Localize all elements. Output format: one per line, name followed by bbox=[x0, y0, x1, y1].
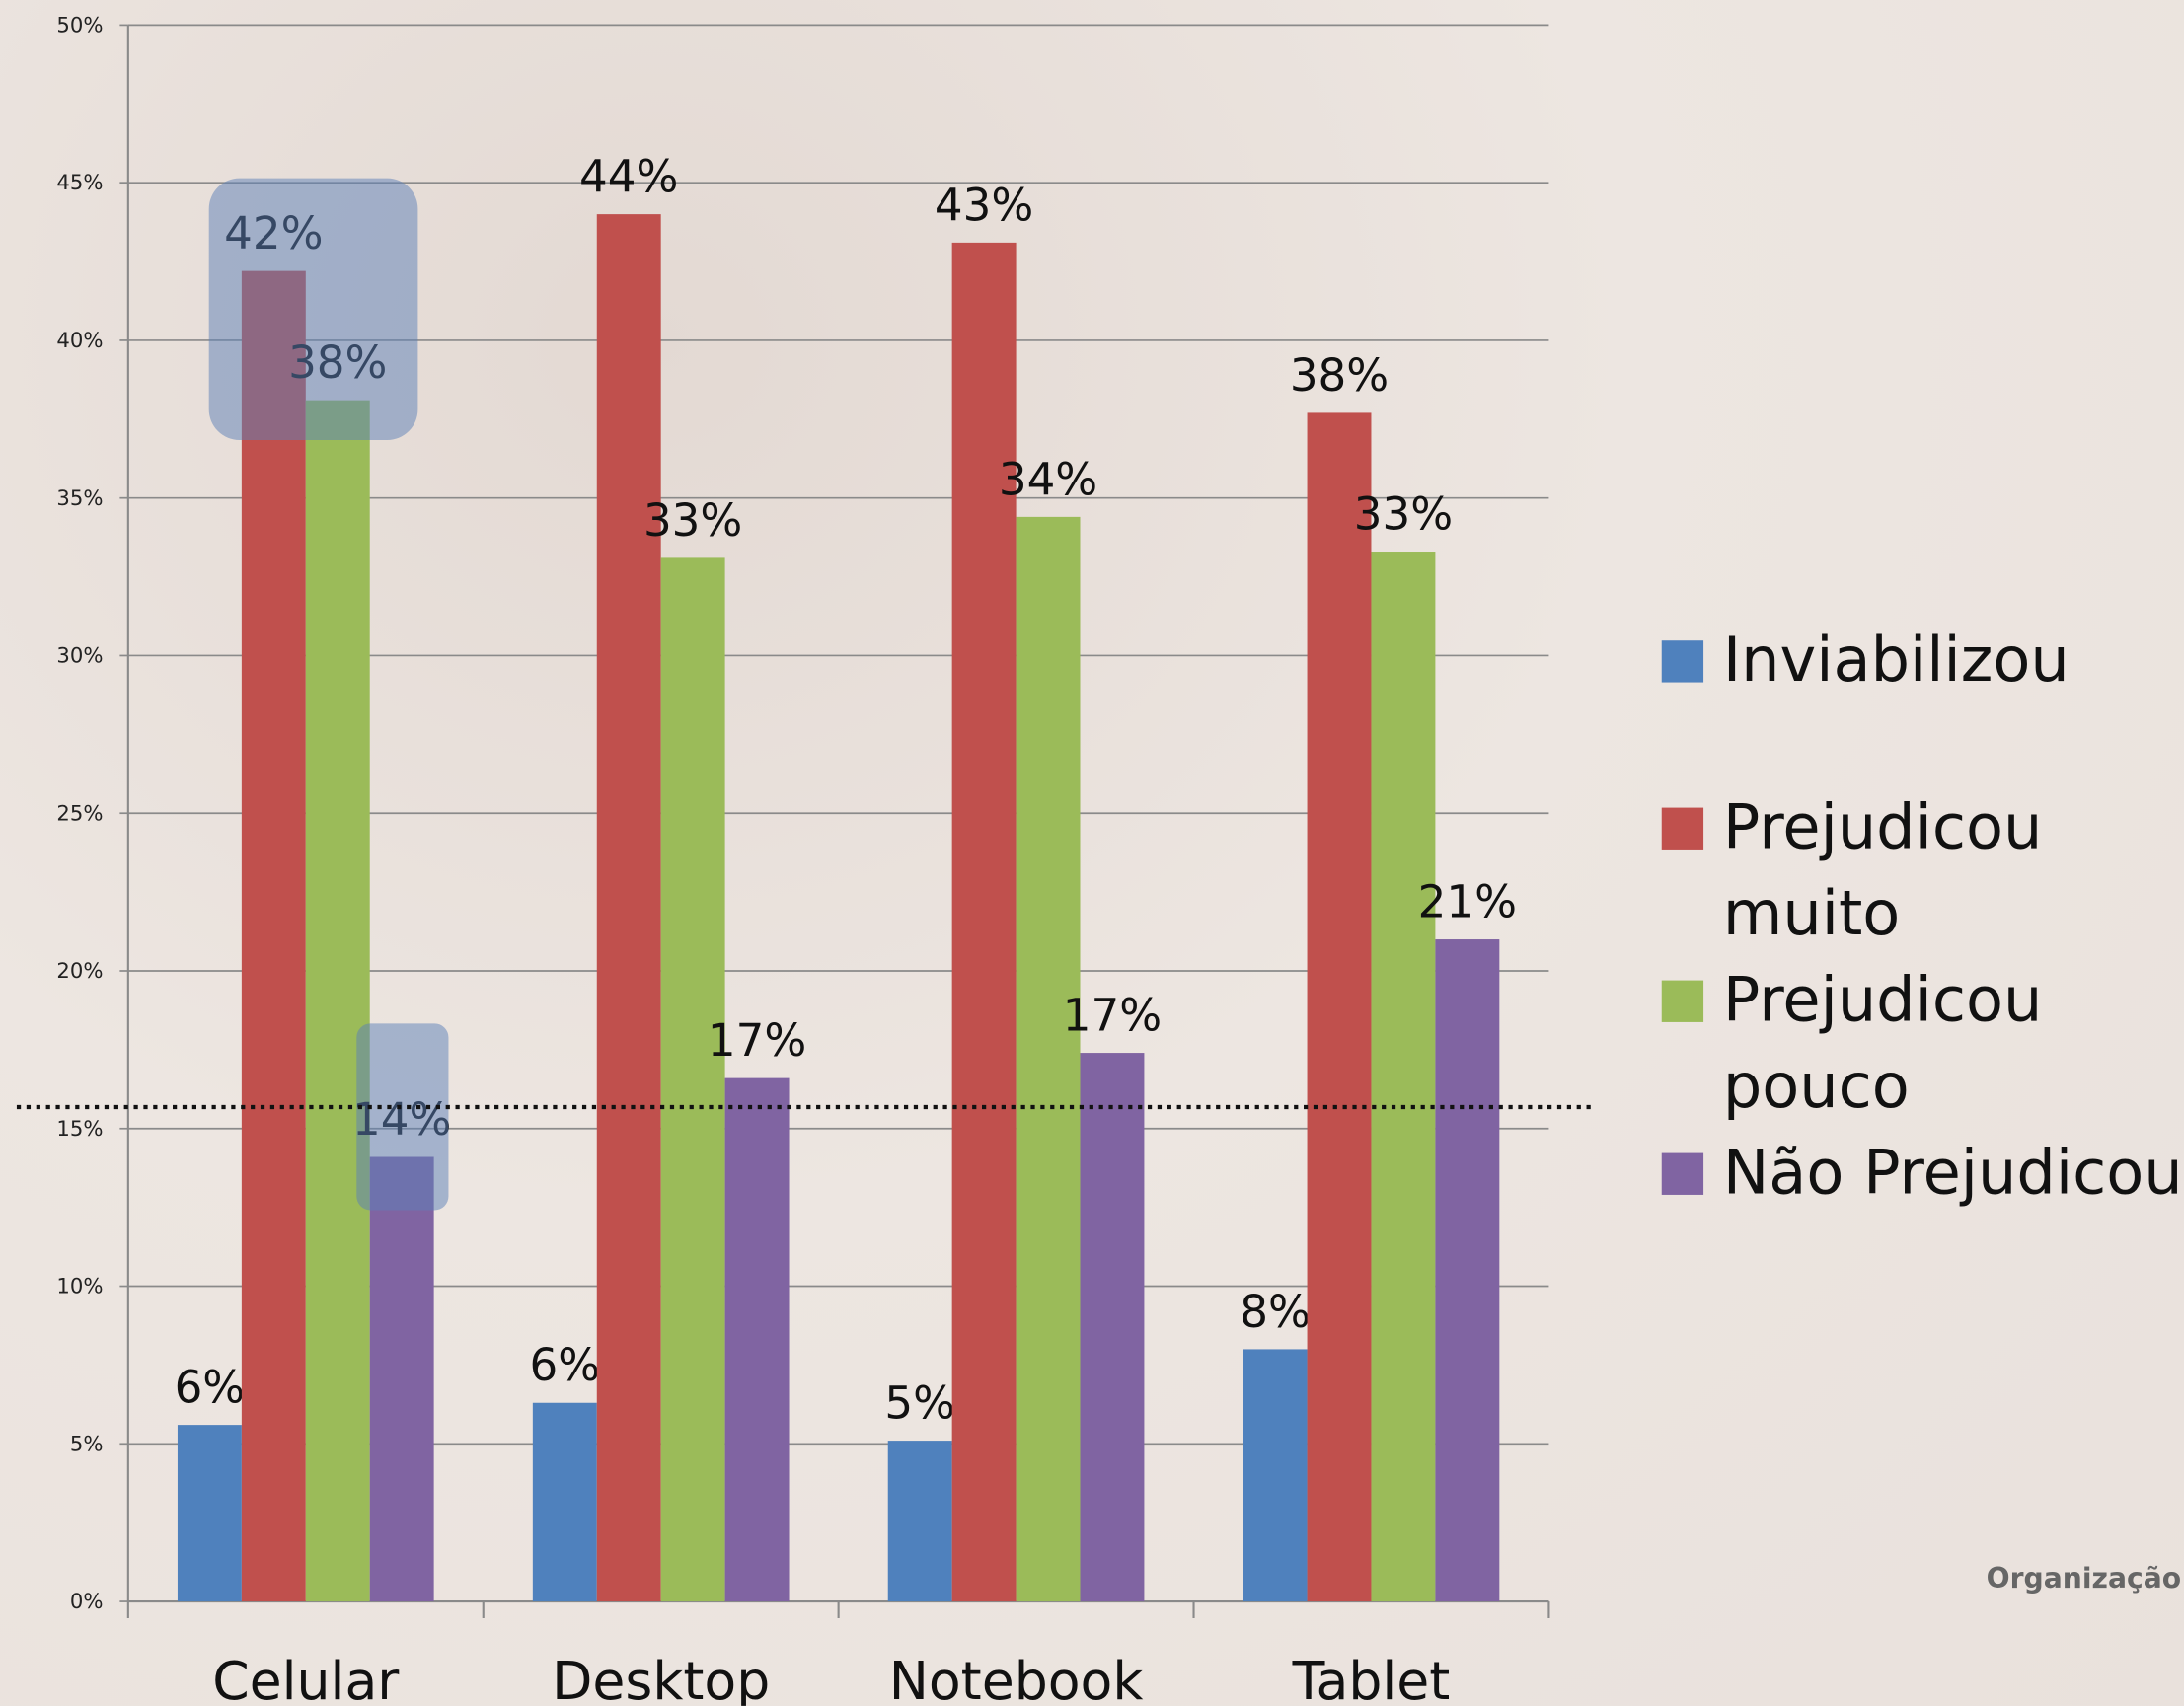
bar bbox=[305, 400, 370, 1602]
bar bbox=[724, 1077, 790, 1602]
y-tick-label: 35% bbox=[56, 485, 103, 510]
data-label: 33% bbox=[1354, 487, 1453, 540]
bar bbox=[1435, 939, 1500, 1602]
data-label: 43% bbox=[935, 179, 1033, 231]
legend-label: Prejudicou pouco bbox=[1722, 965, 2043, 1123]
bar bbox=[369, 1156, 434, 1602]
bar bbox=[1307, 412, 1372, 1602]
bar bbox=[1016, 516, 1081, 1602]
bar bbox=[951, 242, 1017, 1602]
legend-swatch bbox=[1661, 640, 1704, 683]
data-label: 38% bbox=[1290, 349, 1389, 402]
legend-item: Prejudicou muito bbox=[1661, 785, 2184, 958]
y-tick-label: 0% bbox=[70, 1589, 104, 1613]
bar bbox=[887, 1441, 952, 1602]
y-tick-label: 5% bbox=[70, 1431, 104, 1455]
legend-item: Prejudicou pouco bbox=[1661, 958, 2184, 1131]
y-tick-label: 10% bbox=[56, 1274, 103, 1298]
y-tick-label: 25% bbox=[56, 800, 103, 825]
data-label: 5% bbox=[884, 1377, 955, 1430]
legend-swatch bbox=[1661, 1152, 1704, 1195]
data-label: 8% bbox=[1240, 1286, 1311, 1338]
legend-swatch bbox=[1661, 980, 1704, 1022]
y-tick-label: 30% bbox=[56, 643, 103, 668]
data-label: 17% bbox=[1063, 989, 1162, 1041]
data-label: 17% bbox=[708, 1014, 806, 1067]
data-label: 6% bbox=[175, 1362, 246, 1414]
bar bbox=[1371, 552, 1436, 1602]
bar bbox=[1243, 1349, 1308, 1602]
bar bbox=[596, 214, 661, 1602]
bar bbox=[660, 557, 725, 1602]
legend-label: Não Prejudicou bbox=[1722, 1138, 2183, 1210]
highlight-box bbox=[208, 178, 418, 440]
data-label: 21% bbox=[1418, 875, 1517, 927]
y-tick-label: 15% bbox=[56, 1116, 103, 1141]
bar bbox=[177, 1425, 242, 1602]
bar bbox=[1080, 1053, 1145, 1602]
bar bbox=[532, 1402, 597, 1602]
highlight-box bbox=[356, 1023, 449, 1211]
plot: 0% 5% 10% 15% 20% 25% 30% 35% 40% 45% 50% Celular 6%… bbox=[56, 12, 1550, 1706]
data-label: 6% bbox=[529, 1339, 600, 1391]
legend-item: Inviabilizou bbox=[1661, 619, 2184, 705]
data-label: 33% bbox=[643, 494, 742, 547]
bar bbox=[241, 270, 306, 1602]
legend-label: Prejudicou muito bbox=[1722, 792, 2043, 950]
legend-label: Inviabilizou bbox=[1722, 625, 2070, 697]
footer-text: Organização bbox=[1986, 1561, 2182, 1595]
data-label: 34% bbox=[999, 453, 1097, 505]
y-tick-label: 40% bbox=[56, 328, 103, 352]
x-tick-label: Tablet bbox=[1292, 1650, 1451, 1706]
x-tick-label: Celular bbox=[212, 1650, 400, 1706]
x-tick-label: Desktop bbox=[552, 1650, 770, 1706]
y-tick-label: 45% bbox=[56, 170, 103, 194]
legend: Inviabilizou Prejudicou muito Prejudicou p… bbox=[1661, 619, 2184, 1218]
y-tick-label: 50% bbox=[56, 12, 103, 37]
x-tick-label: Notebook bbox=[889, 1650, 1144, 1706]
data-label: 44% bbox=[579, 151, 678, 203]
y-tick-label: 20% bbox=[56, 958, 103, 983]
legend-swatch bbox=[1661, 807, 1704, 850]
legend-item: Não Prejudicou bbox=[1661, 1131, 2184, 1218]
